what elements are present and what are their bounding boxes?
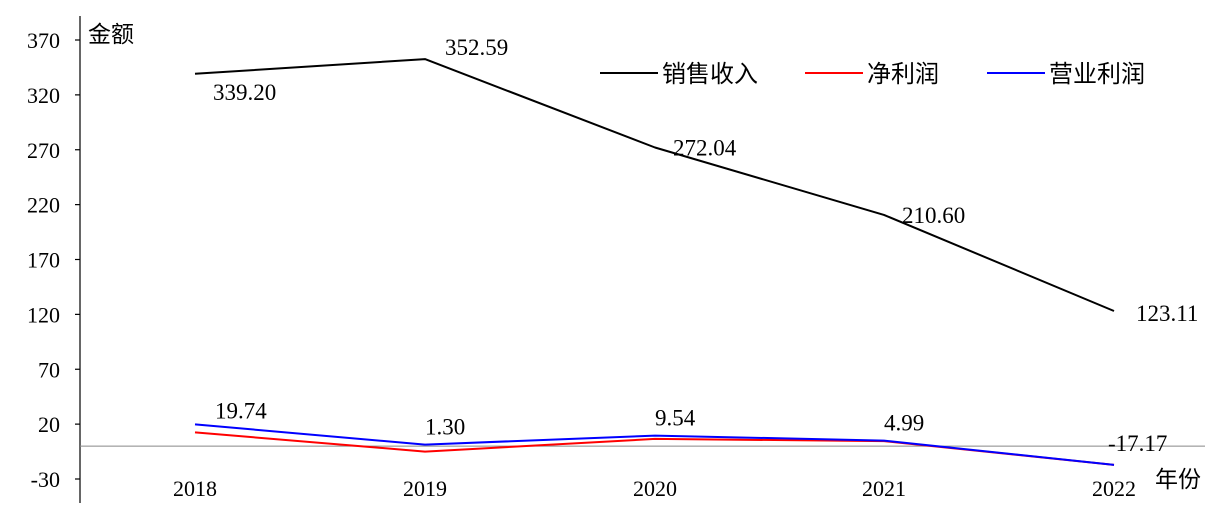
legend-label: 净利润 xyxy=(867,61,939,88)
data-labels-layer: 339.20 352.59 272.04 210.60 123.11 19.74 1.30 9… xyxy=(213,35,1198,456)
y-tick-label: 170 xyxy=(27,248,60,273)
y-tick-label: 70 xyxy=(38,357,60,382)
x-tick-label: 2022 xyxy=(1092,476,1136,501)
y-tick-label: 20 xyxy=(38,412,60,437)
y-tick-label: -30 xyxy=(31,467,60,492)
legend-label: 营业利润 xyxy=(1049,61,1145,88)
series-line-2 xyxy=(194,423,1115,466)
data-label: -17.17 xyxy=(1108,431,1167,456)
y-tick-label: 270 xyxy=(27,138,60,163)
x-tick-label: 2019 xyxy=(403,476,447,501)
y-tick-label: 370 xyxy=(27,28,60,53)
data-label: 210.60 xyxy=(902,203,965,228)
x-tick-label: 2021 xyxy=(862,476,906,501)
y-tick-label: 120 xyxy=(27,302,60,327)
series-layer xyxy=(194,58,1115,466)
x-tick-label: 2018 xyxy=(173,476,217,501)
data-label: 1.30 xyxy=(425,415,465,440)
data-label: 352.59 xyxy=(445,35,508,60)
legend-label: 销售收入 xyxy=(662,61,758,88)
axes-layer: -30 20 70 120 170 220 270 320 370 2018 2019 2020 202… xyxy=(27,16,1205,503)
data-label: 123.11 xyxy=(1136,301,1198,326)
series-line-0 xyxy=(194,58,1115,312)
x-axis-title: 年份 xyxy=(1155,467,1201,492)
y-tick-label: 220 xyxy=(27,193,60,218)
x-tick-label: 2020 xyxy=(633,476,677,501)
legend: 销售收入 净利润 营业利润 xyxy=(600,61,1145,88)
data-label: 4.99 xyxy=(884,411,924,436)
data-label: 272.04 xyxy=(673,136,737,161)
y-axis-title: 金额 xyxy=(88,22,134,47)
y-tick-label: 320 xyxy=(27,83,60,108)
data-label: 9.54 xyxy=(655,406,696,431)
data-label: 19.74 xyxy=(215,398,267,423)
data-label: 339.20 xyxy=(213,80,276,105)
